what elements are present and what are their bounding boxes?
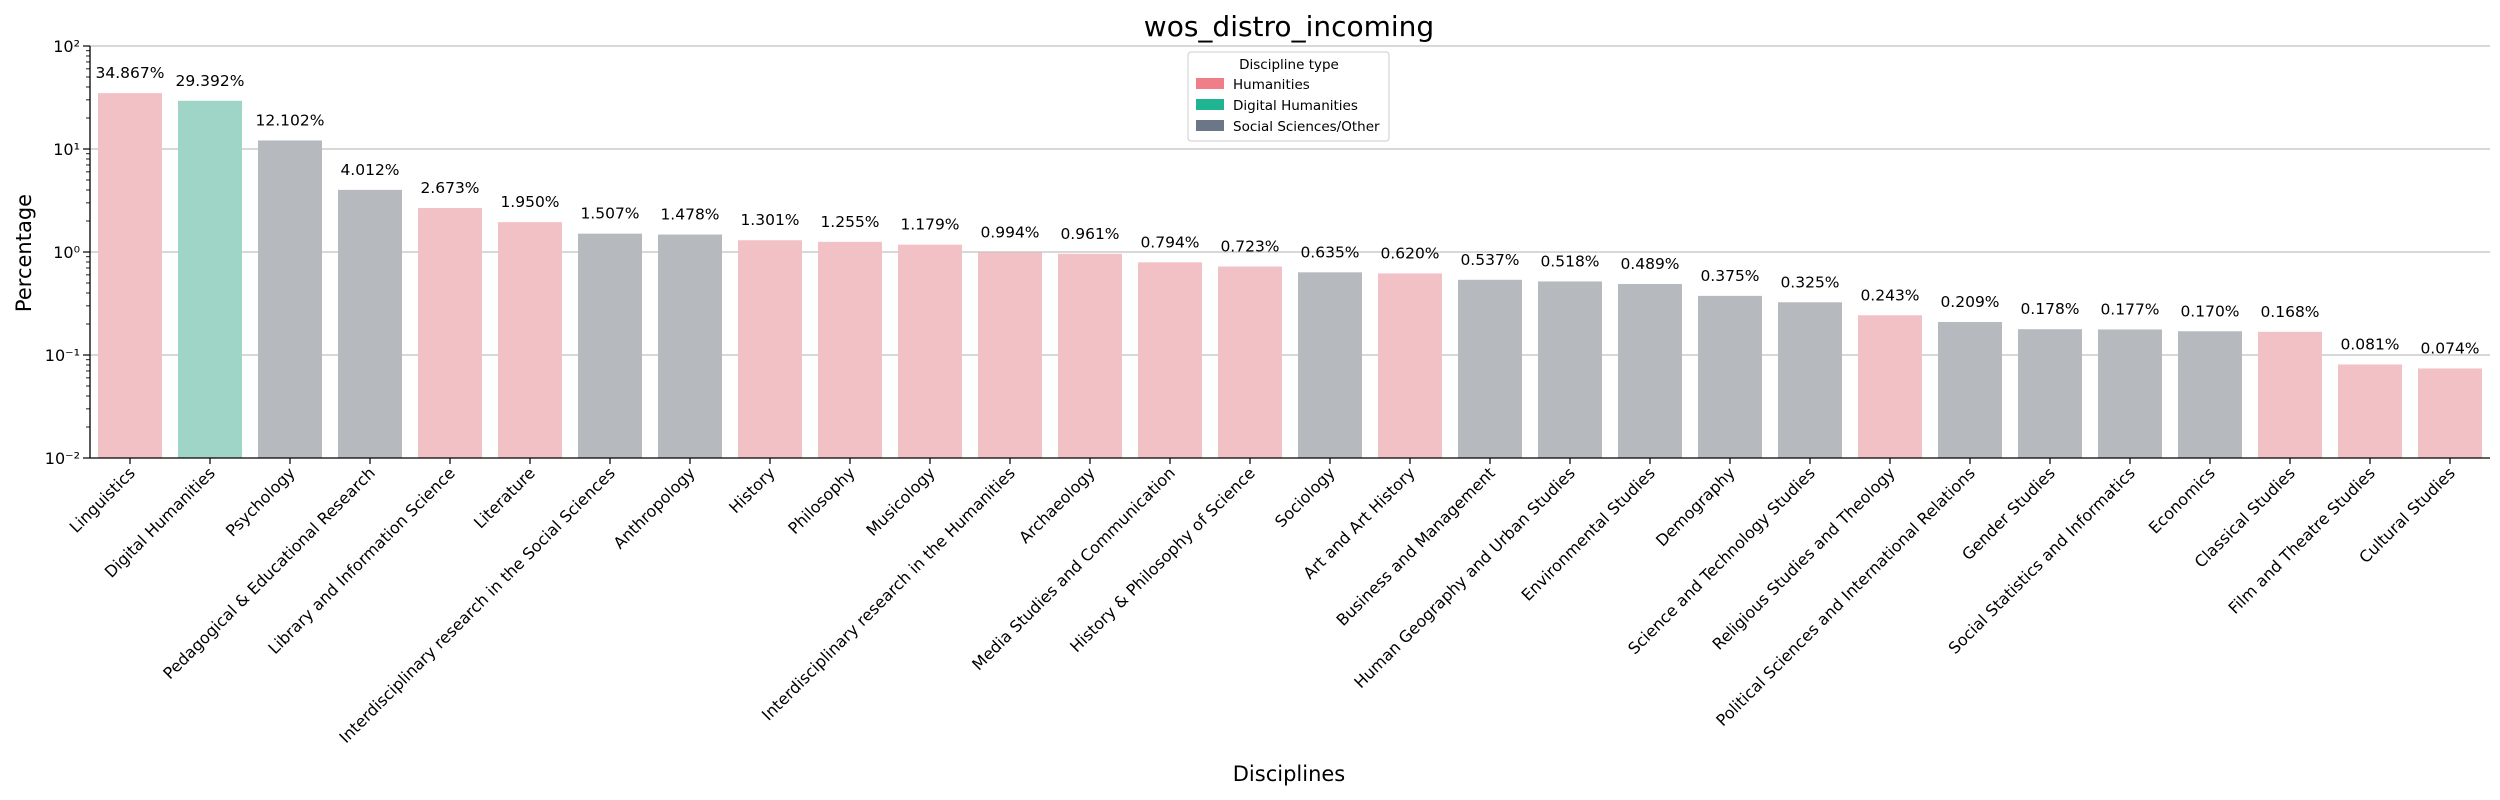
value-label-classical-studies: 0.168% bbox=[2260, 303, 2319, 321]
legend-label-digital-humanities: Digital Humanities bbox=[1233, 98, 1358, 114]
bar-demography bbox=[1698, 295, 1762, 458]
bar-digital-humanities bbox=[178, 100, 242, 458]
value-label-psychology: 12.102% bbox=[256, 111, 325, 129]
chart-title: wos_distro_incoming bbox=[1144, 10, 1434, 43]
value-label-human-geography-and-urban-studies: 0.518% bbox=[1540, 252, 1599, 270]
value-label-gender-studies: 0.178% bbox=[2020, 300, 2079, 318]
value-label-musicology: 1.179% bbox=[900, 216, 959, 234]
value-label-interdisciplinary-research-in-the-humanities: 0.994% bbox=[980, 223, 1039, 241]
bar-interdisciplinary-research-in-the-social-sciences bbox=[578, 233, 642, 458]
value-label-digital-humanities: 29.392% bbox=[176, 72, 245, 90]
value-label-literature: 1.950% bbox=[500, 193, 559, 211]
y-tick-label: 10¹ bbox=[53, 140, 80, 159]
bar-political-sciences-and-international-relations bbox=[1938, 322, 2002, 458]
x-tick-label-musicology: Musicology bbox=[862, 463, 938, 539]
x-tick-label-business-and-management: Business and Management bbox=[1332, 463, 1498, 629]
bar-social-statistics-and-informatics bbox=[2098, 329, 2162, 458]
bar-history bbox=[738, 240, 802, 458]
legend-swatch-digital-humanities bbox=[1196, 99, 1224, 110]
legend: Discipline type Humanities Digital Human… bbox=[1187, 51, 1390, 142]
y-ticks: 10⁻² 10⁻¹ 10⁰ 10¹ 10² bbox=[45, 37, 90, 468]
value-label-interdisciplinary-research-in-the-social-sciences: 1.507% bbox=[580, 205, 639, 223]
x-axis-label: Disciplines bbox=[1233, 762, 1346, 786]
value-label-religious-studies-and-theology: 0.243% bbox=[1860, 286, 1919, 304]
bar-pedagogical-educational-research bbox=[338, 189, 402, 458]
x-tick-label-philosophy: Philosophy bbox=[784, 463, 859, 538]
legend-swatch-humanities bbox=[1196, 78, 1224, 89]
bar-economics bbox=[2178, 331, 2242, 458]
legend-swatch-social-sciences bbox=[1196, 120, 1224, 131]
x-tick-label-psychology: Psychology bbox=[222, 463, 299, 540]
y-tick-label: 10⁻¹ bbox=[45, 346, 80, 365]
value-label-archaeology: 0.961% bbox=[1060, 225, 1119, 243]
bar-sociology bbox=[1298, 272, 1362, 458]
bar-gender-studies bbox=[2018, 329, 2082, 458]
x-tick-label-economics: Economics bbox=[2145, 463, 2219, 537]
y-tick-label: 10⁰ bbox=[53, 243, 80, 262]
bar-linguistics bbox=[98, 93, 162, 459]
value-label-anthropology: 1.478% bbox=[660, 206, 719, 224]
bar-archaeology bbox=[1058, 253, 1122, 458]
value-label-science-and-technology-studies: 0.325% bbox=[1780, 273, 1839, 291]
x-tick-label-linguistics: Linguistics bbox=[66, 463, 139, 536]
bar-library-and-information-science bbox=[418, 208, 482, 458]
bar-film-and-theatre-studies bbox=[2338, 364, 2402, 458]
legend-title: Discipline type bbox=[1239, 57, 1339, 73]
value-label-linguistics: 34.867% bbox=[96, 64, 165, 82]
bar-environmental-studies bbox=[1618, 284, 1682, 458]
value-label-history: 1.301% bbox=[740, 211, 799, 229]
value-label-film-and-theatre-studies: 0.081% bbox=[2340, 335, 2399, 353]
bar-psychology bbox=[258, 140, 322, 459]
value-label-economics: 0.170% bbox=[2180, 302, 2239, 320]
value-label-business-and-management: 0.537% bbox=[1460, 251, 1519, 269]
bar-classical-studies bbox=[2258, 331, 2322, 458]
x-tick-label-literature: Literature bbox=[470, 463, 539, 532]
x-tick-label-demography: Demography bbox=[1652, 463, 1739, 550]
x-tick-label-archaeology: Archaeology bbox=[1015, 463, 1099, 547]
value-label-political-sciences-and-international-relations: 0.209% bbox=[1940, 293, 1999, 311]
bar-art-and-art-history bbox=[1378, 273, 1442, 458]
value-label-history-philosophy-of-science: 0.723% bbox=[1220, 238, 1279, 256]
bar-philosophy bbox=[818, 241, 882, 458]
bar-religious-studies-and-theology bbox=[1858, 315, 1922, 458]
x-tick-label-anthropology: Anthropology bbox=[610, 463, 699, 552]
value-label-demography: 0.375% bbox=[1700, 267, 1759, 285]
x-tick-label-interdisciplinary-research-in-the-social-sciences: Interdisciplinary research in the Social… bbox=[335, 463, 618, 746]
bar-history-philosophy-of-science bbox=[1218, 266, 1282, 458]
value-label-art-and-art-history: 0.620% bbox=[1380, 244, 1439, 262]
y-tick-label: 10² bbox=[53, 37, 80, 56]
value-label-pedagogical-educational-research: 4.012% bbox=[340, 161, 399, 179]
x-tick-label-sociology: Sociology bbox=[1271, 463, 1339, 531]
value-label-media-studies-and-communication: 0.794% bbox=[1140, 233, 1199, 251]
bar-interdisciplinary-research-in-the-humanities bbox=[978, 252, 1042, 458]
bar-business-and-management bbox=[1458, 279, 1522, 458]
grid-lines bbox=[90, 45, 2490, 356]
legend-frame bbox=[1187, 51, 1390, 142]
value-label-social-statistics-and-informatics: 0.177% bbox=[2100, 300, 2159, 318]
bar-musicology bbox=[898, 244, 962, 458]
bar-anthropology bbox=[658, 234, 722, 458]
value-label-philosophy: 1.255% bbox=[820, 213, 879, 231]
bar-media-studies-and-communication bbox=[1138, 262, 1202, 458]
value-label-sociology: 0.635% bbox=[1300, 243, 1359, 261]
value-label-cultural-studies: 0.074% bbox=[2420, 339, 2479, 357]
x-tick-label-history: History bbox=[725, 463, 779, 517]
bars bbox=[98, 93, 2482, 459]
legend-label-humanities: Humanities bbox=[1233, 77, 1310, 93]
bar-human-geography-and-urban-studies bbox=[1538, 281, 1602, 458]
y-axis-label: Percentage bbox=[12, 194, 36, 312]
y-tick-label: 10⁻² bbox=[45, 449, 80, 468]
x-tick-label-film-and-theatre-studies: Film and Theatre Studies bbox=[2225, 463, 2379, 617]
bar-literature bbox=[498, 222, 562, 458]
bar-cultural-studies bbox=[2418, 368, 2482, 458]
bar-science-and-technology-studies bbox=[1778, 302, 1842, 458]
value-labels: 34.867% 29.392% 12.102% 4.012% 2.673% 1.950% 1… bbox=[96, 64, 2480, 357]
value-label-library-and-information-science: 2.673% bbox=[420, 179, 479, 197]
value-label-environmental-studies: 0.489% bbox=[1620, 255, 1679, 273]
x-tick-label-environmental-studies: Environmental Studies bbox=[1518, 463, 1659, 604]
legend-label-social-sciences: Social Sciences/Other bbox=[1233, 119, 1380, 135]
